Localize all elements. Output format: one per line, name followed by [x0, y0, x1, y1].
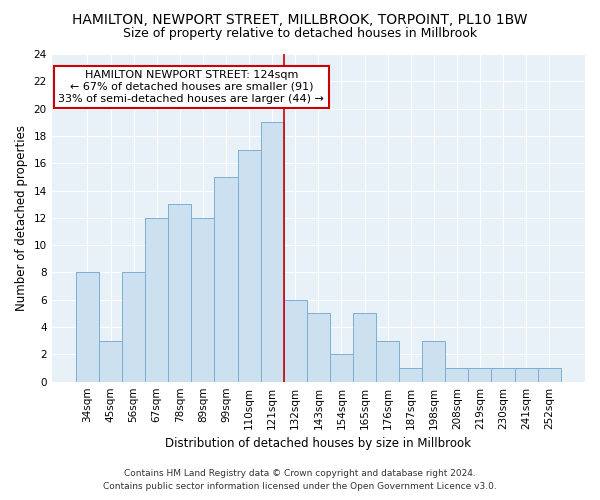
Bar	[284, 300, 307, 382]
Bar	[260, 122, 284, 382]
Bar	[538, 368, 561, 382]
Bar	[122, 272, 145, 382]
Text: Contains HM Land Registry data © Crown copyright and database right 2024.
Contai: Contains HM Land Registry data © Crown c…	[103, 470, 497, 491]
Bar	[330, 354, 353, 382]
Bar	[422, 340, 445, 382]
X-axis label: Distribution of detached houses by size in Millbrook: Distribution of detached houses by size …	[166, 437, 472, 450]
Bar	[445, 368, 469, 382]
Y-axis label: Number of detached properties: Number of detached properties	[15, 125, 28, 311]
Bar	[376, 340, 399, 382]
Bar	[214, 177, 238, 382]
Bar	[307, 314, 330, 382]
Text: Size of property relative to detached houses in Millbrook: Size of property relative to detached ho…	[123, 28, 477, 40]
Bar	[353, 314, 376, 382]
Bar	[491, 368, 515, 382]
Bar	[76, 272, 99, 382]
Bar	[99, 340, 122, 382]
Bar	[191, 218, 214, 382]
Bar	[238, 150, 260, 382]
Bar	[168, 204, 191, 382]
Bar	[399, 368, 422, 382]
Text: HAMILTON NEWPORT STREET: 124sqm
← 67% of detached houses are smaller (91)
33% of: HAMILTON NEWPORT STREET: 124sqm ← 67% of…	[58, 70, 324, 104]
Bar	[515, 368, 538, 382]
Bar	[469, 368, 491, 382]
Bar	[145, 218, 168, 382]
Text: HAMILTON, NEWPORT STREET, MILLBROOK, TORPOINT, PL10 1BW: HAMILTON, NEWPORT STREET, MILLBROOK, TOR…	[72, 12, 528, 26]
